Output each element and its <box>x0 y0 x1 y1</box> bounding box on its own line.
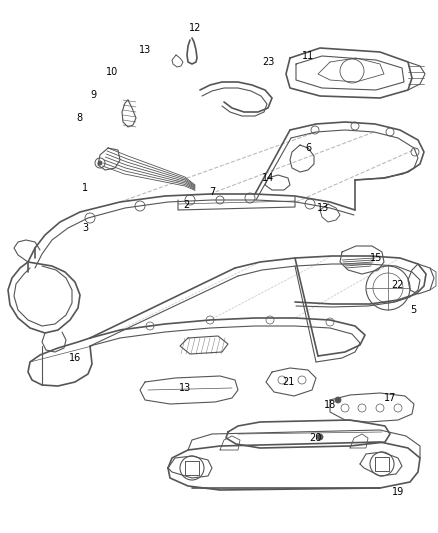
Text: 15: 15 <box>370 253 382 263</box>
Circle shape <box>98 161 102 165</box>
Text: 5: 5 <box>410 305 416 315</box>
Text: 22: 22 <box>392 280 404 290</box>
Circle shape <box>335 397 341 403</box>
Text: 23: 23 <box>262 57 274 67</box>
Text: 17: 17 <box>384 393 396 403</box>
Text: 14: 14 <box>262 173 274 183</box>
Text: 19: 19 <box>392 487 404 497</box>
Text: 20: 20 <box>309 433 321 443</box>
Text: 1: 1 <box>82 183 88 193</box>
Circle shape <box>317 434 323 440</box>
Text: 7: 7 <box>209 187 215 197</box>
Text: 9: 9 <box>90 90 96 100</box>
Text: 2: 2 <box>183 200 189 210</box>
Text: 13: 13 <box>317 203 329 213</box>
Text: 6: 6 <box>305 143 311 153</box>
Text: 13: 13 <box>179 383 191 393</box>
Text: 13: 13 <box>139 45 151 55</box>
Text: 16: 16 <box>69 353 81 363</box>
Text: 12: 12 <box>189 23 201 33</box>
Text: 21: 21 <box>282 377 294 387</box>
Text: 18: 18 <box>324 400 336 410</box>
Text: 11: 11 <box>302 51 314 61</box>
Text: 10: 10 <box>106 67 118 77</box>
Text: 8: 8 <box>76 113 82 123</box>
Text: 3: 3 <box>82 223 88 233</box>
